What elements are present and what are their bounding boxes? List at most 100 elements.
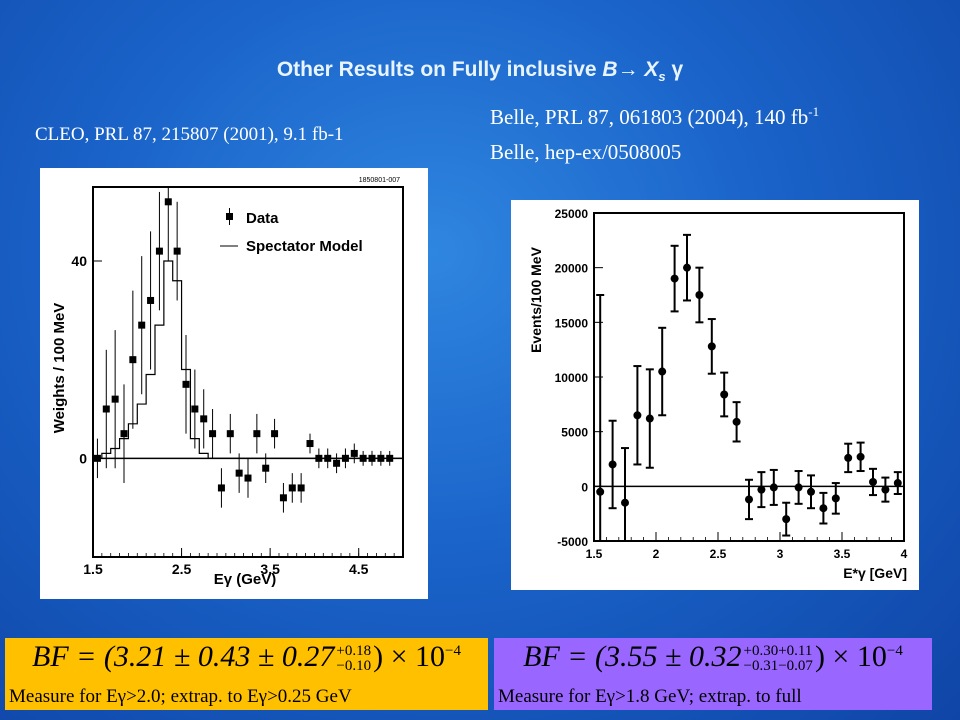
cleo-data-point <box>235 469 243 477</box>
cleo-xtick-label: 2.5 <box>172 561 192 577</box>
belle-data-point <box>745 495 753 504</box>
belle-xlabel: E*γ [GeV] <box>843 565 907 581</box>
cleo-ytick-label: 0 <box>79 450 87 466</box>
cleo-data-point <box>288 484 296 492</box>
belle-data-point <box>856 452 865 461</box>
cleo-xtick-label: 4.5 <box>349 561 369 577</box>
cleo-data-point <box>279 494 287 502</box>
belle-ytick-label: 10000 <box>555 371 589 385</box>
belle-data-point <box>757 485 766 494</box>
belle-xtick-label: 3 <box>777 547 784 561</box>
belle-data-point <box>881 485 890 494</box>
belle-xtick-label: 2 <box>653 547 660 561</box>
cleo-chart: 1850801-007 Data Spectator Model Weights… <box>51 177 404 588</box>
cleo-data-point <box>209 430 217 438</box>
cleo-data-point <box>253 430 261 438</box>
belle-ytick-label: 25000 <box>555 207 589 221</box>
cleo-data-point <box>306 440 314 448</box>
belle-citation-1-sup: -1 <box>808 104 820 119</box>
cleo-data-point <box>244 474 252 482</box>
cleo-data-point <box>147 296 155 304</box>
belle-data-point <box>782 515 791 524</box>
belle-data-point <box>732 417 741 426</box>
belle-data-point <box>819 504 828 513</box>
cleo-xtick-label: 1.5 <box>83 561 103 577</box>
cleo-legend-model: Spectator Model <box>246 238 363 255</box>
cleo-data-point <box>333 459 341 467</box>
cleo-legend-data: Data <box>246 210 279 227</box>
cleo-data-point <box>120 430 128 438</box>
cleo-data-point <box>102 405 110 413</box>
cleo-citation: CLEO, PRL 87, 215807 (2001), 9.1 fb-1 <box>35 124 344 145</box>
cleo-data-point <box>271 430 279 438</box>
cleo-xlabel: Eγ (GeV) <box>214 571 277 588</box>
belle-data-point <box>869 477 877 486</box>
cleo-frame <box>92 186 404 558</box>
belle-formula: BF = (3.55 ± 0.32 +0.30+0.11 −0.31−0.07) ×… <box>494 640 932 674</box>
cleo-data-point <box>217 484 225 492</box>
belle-data-point <box>645 414 654 423</box>
belle-data-point <box>831 494 840 503</box>
belle-citation-1-text: Belle, PRL 87, 061803 (2004), 140 fb <box>490 105 809 129</box>
cleo-data-point <box>191 405 199 413</box>
belle-data-point <box>893 479 902 488</box>
belle-note: Measure for Eγ>1.8 GeV; extrap. to full <box>498 686 802 707</box>
belle-citation-2: Belle, hep-ex/0508005 <box>490 140 682 164</box>
belle-formula-errors: +0.30+0.11 −0.31−0.07 <box>744 644 813 674</box>
belle-formula-rhs: ) × 10 <box>814 640 887 673</box>
belle-data-point <box>720 390 729 399</box>
cleo-formula-box: BF = (3.21 ± 0.43 ± 0.27 +0.18 −0.10) × 10… <box>5 638 488 710</box>
belle-data-point <box>695 291 704 299</box>
belle-plot-panel: Events/100 MeV E*γ [GeV] 1.5 2 2.5 3 3.5 4 -50… <box>511 200 919 590</box>
belle-data-point <box>621 498 629 507</box>
cleo-plot-panel: 1850801-007 Data Spectator Model Weights… <box>40 168 428 599</box>
cleo-formula-exp: −4 <box>445 643 461 659</box>
belle-data-point <box>670 274 679 283</box>
title-xs-sub: s <box>658 69 666 85</box>
belle-ytick-label: 20000 <box>555 262 589 276</box>
belle-citation-1: Belle, PRL 87, 061803 (2004), 140 fb-1 <box>490 104 819 130</box>
cleo-data-point <box>129 356 137 364</box>
belle-data-point <box>596 487 605 496</box>
belle-xtick-label: 4 <box>901 547 908 561</box>
cleo-data-point <box>182 380 190 388</box>
cleo-id-label: 1850801-007 <box>359 177 400 184</box>
cleo-formula-rhs: ) × 10 <box>373 640 445 673</box>
belle-ytick-label: 0 <box>581 480 588 494</box>
belle-data-point <box>807 487 815 496</box>
cleo-model-line <box>93 260 403 459</box>
belle-xtick-label: 2.5 <box>710 547 727 561</box>
belle-formula-sup: +0.30+0.11 <box>743 643 813 660</box>
title-b: B <box>602 58 618 81</box>
cleo-xtick-label: 3.5 <box>260 561 280 577</box>
cleo-data-point <box>226 430 234 438</box>
cleo-ytick-label: 40 <box>71 253 87 269</box>
belle-data-point <box>769 483 778 492</box>
cleo-note: Measure for Eγ>2.0; extrap. to Eγ>0.25 G… <box>9 686 352 707</box>
belle-ylabel: Events/100 MeV <box>528 246 544 352</box>
belle-data-point <box>608 460 617 469</box>
cleo-data-point <box>350 449 358 457</box>
cleo-formula-sup: +0.18 <box>336 643 372 660</box>
cleo-data-point <box>262 464 270 472</box>
belle-xtick-label: 3.5 <box>834 547 851 561</box>
cleo-data-point <box>138 321 146 329</box>
belle-ytick-label: 15000 <box>555 316 589 330</box>
cleo-ylabel: Weights / 100 MeV <box>51 303 68 434</box>
belle-xtick-label: 1.5 <box>586 547 603 561</box>
belle-ytick-label: -5000 <box>557 535 588 549</box>
cleo-data-point <box>111 395 119 403</box>
cleo-formula: BF = (3.21 ± 0.43 ± 0.27 +0.18 −0.10) × 10… <box>5 640 488 674</box>
belle-formula-box: BF = (3.55 ± 0.32 +0.30+0.11 −0.31−0.07) ×… <box>494 638 932 710</box>
title-text: Other Results on Fully inclusive <box>276 58 603 81</box>
belle-data-point <box>794 483 803 492</box>
belle-formula-lhs: BF = (3.55 ± 0.32 <box>523 640 742 673</box>
arrow-icon: → <box>617 58 639 81</box>
cleo-formula-lhs: BF = (3.21 ± 0.43 ± 0.27 <box>32 640 335 673</box>
belle-chart: Events/100 MeV E*γ [GeV] 1.5 2 2.5 3 3.5 4 -50… <box>528 207 908 581</box>
title-xs: X <box>644 58 659 81</box>
belle-formula-sub: −0.31−0.07 <box>743 658 813 675</box>
slide-title: Other Results on Fully inclusive B→ Xs γ <box>0 58 960 84</box>
cleo-data-point <box>155 247 163 255</box>
belle-data-point <box>707 342 716 351</box>
